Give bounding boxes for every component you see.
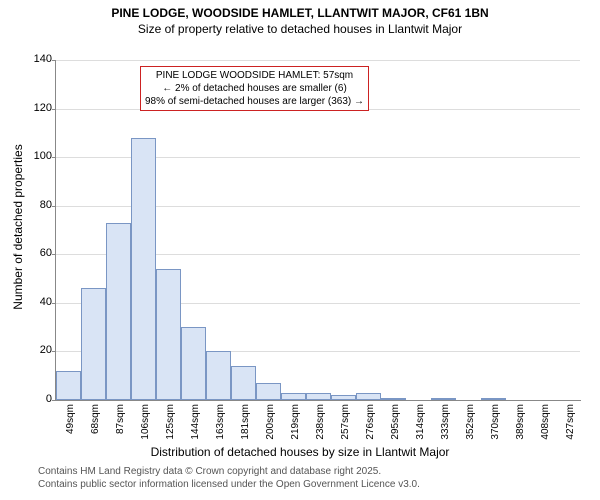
chart-container: PINE LODGE, WOODSIDE HAMLET, LLANTWIT MA… (0, 0, 600, 500)
y-tick-label: 80 (30, 200, 52, 211)
x-tick-label: 238sqm (315, 404, 326, 449)
histogram-bar (256, 383, 281, 400)
histogram-bar (206, 351, 231, 400)
plot-area (55, 60, 581, 401)
x-tick-label: 181sqm (240, 404, 251, 449)
callout-line1: PINE LODGE WOODSIDE HAMLET: 57sqm (145, 69, 364, 82)
x-tick-label: 408sqm (540, 404, 551, 449)
x-tick-label: 219sqm (290, 404, 301, 449)
histogram-bar (156, 269, 181, 400)
x-tick-label: 125sqm (165, 404, 176, 449)
x-tick-label: 295sqm (390, 404, 401, 449)
y-tick-label: 20 (30, 345, 52, 356)
histogram-bar (81, 288, 106, 400)
x-tick-label: 200sqm (265, 404, 276, 449)
histogram-bar (281, 393, 306, 400)
footer-line2: Contains public sector information licen… (38, 479, 420, 490)
y-tick-label: 140 (30, 54, 52, 65)
x-tick-label: 49sqm (65, 404, 76, 449)
chart-title-line1: PINE LODGE, WOODSIDE HAMLET, LLANTWIT MA… (0, 6, 600, 20)
y-tick-label: 40 (30, 297, 52, 308)
histogram-bar (106, 223, 131, 400)
histogram-bar (306, 393, 331, 400)
x-tick-label: 106sqm (140, 404, 151, 449)
histogram-bar (381, 398, 406, 400)
histogram-bar (231, 366, 256, 400)
x-tick-label: 370sqm (490, 404, 501, 449)
chart-title-line2: Size of property relative to detached ho… (0, 22, 600, 36)
y-tick-label: 60 (30, 248, 52, 259)
x-axis-label: Distribution of detached houses by size … (0, 445, 600, 459)
x-tick-label: 257sqm (340, 404, 351, 449)
x-tick-label: 87sqm (115, 404, 126, 449)
callout-box: PINE LODGE WOODSIDE HAMLET: 57sqm ← 2% o… (140, 66, 369, 111)
x-tick-label: 352sqm (465, 404, 476, 449)
x-tick-label: 333sqm (440, 404, 451, 449)
y-tick-label: 120 (30, 103, 52, 114)
histogram-bar (131, 138, 156, 400)
x-tick-label: 314sqm (415, 404, 426, 449)
footer-line1: Contains HM Land Registry data © Crown c… (38, 466, 381, 477)
histogram-bar (481, 398, 506, 400)
y-tick-label: 0 (30, 394, 52, 405)
callout-line3: 98% of semi-detached houses are larger (… (145, 95, 364, 108)
histogram-bar (331, 395, 356, 400)
histogram-bar (181, 327, 206, 400)
callout-line2: ← 2% of detached houses are smaller (6) (145, 82, 364, 95)
histogram-bar (56, 371, 81, 400)
x-tick-label: 163sqm (215, 404, 226, 449)
x-tick-label: 68sqm (90, 404, 101, 449)
x-tick-label: 276sqm (365, 404, 376, 449)
y-axis-label: Number of detached properties (11, 137, 25, 317)
y-tick-label: 100 (30, 151, 52, 162)
histogram-bar (431, 398, 456, 400)
x-tick-label: 389sqm (515, 404, 526, 449)
x-tick-label: 427sqm (565, 404, 576, 449)
histogram-bar (356, 393, 381, 400)
x-tick-label: 144sqm (190, 404, 201, 449)
